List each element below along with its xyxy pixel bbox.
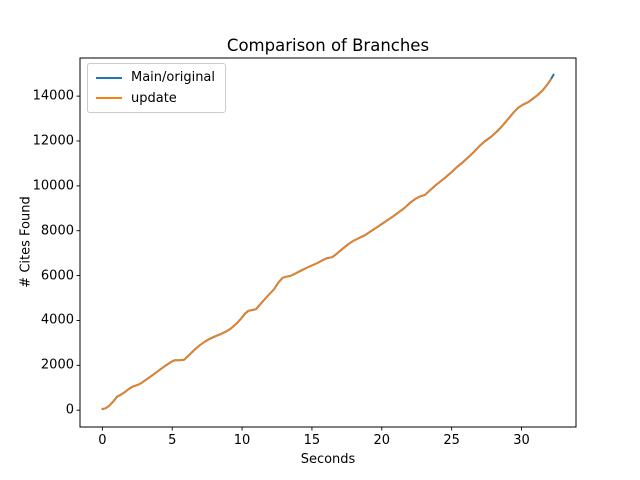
y-tick-label: 2000 <box>40 357 74 373</box>
x-tick-label: 5 <box>168 433 177 448</box>
x-tick-label: 15 <box>303 433 321 448</box>
y-tick-label: 8000 <box>40 223 74 239</box>
y-tick-label: 12000 <box>32 133 74 149</box>
x-tick-label: 20 <box>373 433 391 448</box>
legend-item-update: update <box>96 91 215 107</box>
y-tick-label: 0 <box>65 402 74 418</box>
legend-label-main-original: Main/original <box>131 70 216 85</box>
axes-frame <box>79 57 577 428</box>
legend: Main/original update <box>87 63 227 114</box>
series-line-update <box>101 78 552 410</box>
chart-title: Comparison of Branches <box>226 36 430 55</box>
x-tick-label: 0 <box>98 433 107 448</box>
legend-item-main-original: Main/original <box>96 70 215 86</box>
x-tick-label: 10 <box>233 433 251 448</box>
x-tick-label: 30 <box>513 433 530 448</box>
y-tick-label: 10000 <box>32 178 74 194</box>
legend-label-update: update <box>131 90 177 106</box>
x-axis-label: Seconds <box>300 452 356 467</box>
series-line-main-original <box>101 73 555 411</box>
y-tick-label: 14000 <box>32 88 74 104</box>
y-tick-label: 6000 <box>40 268 74 284</box>
x-tick-label: 25 <box>443 433 460 448</box>
y-tick-label: 4000 <box>40 312 74 328</box>
legend-line-sample-update <box>96 97 122 100</box>
legend-line-sample-main-original <box>96 76 122 79</box>
